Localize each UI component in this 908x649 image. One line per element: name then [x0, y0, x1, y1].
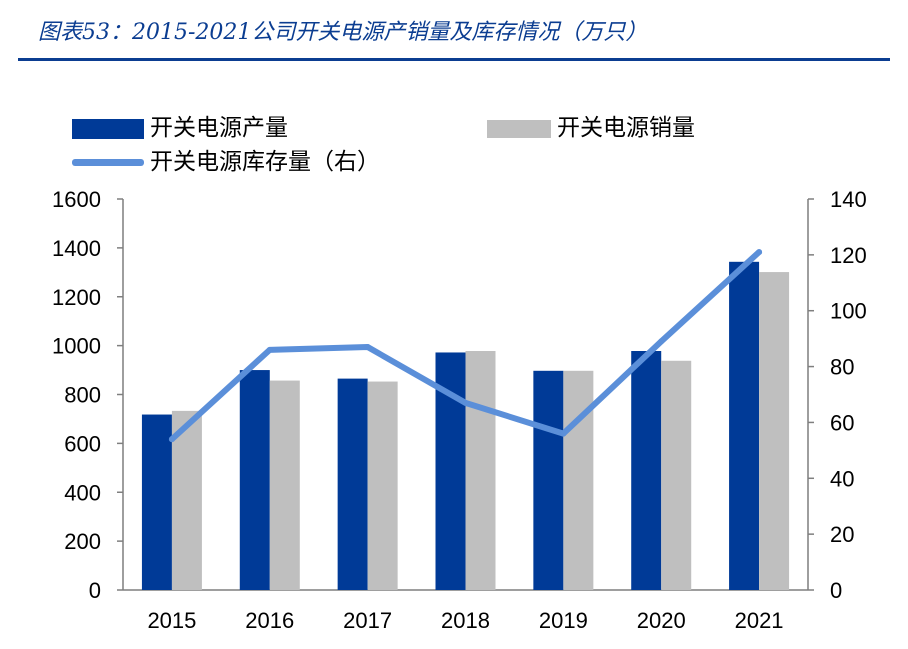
bar-sales — [465, 351, 496, 590]
x-tick-label: 2019 — [539, 608, 588, 633]
legend-production: 开关电源产量 — [72, 108, 288, 142]
legend-inventory: 开关电源库存量（右） — [72, 142, 380, 176]
x-tick-label: 2015 — [147, 608, 196, 633]
inventory-point — [658, 338, 665, 345]
y-left-tick-label: 600 — [64, 431, 101, 456]
inventory-point — [364, 344, 371, 351]
legend-swatch-production — [72, 118, 144, 139]
y-left-tick-label: 1000 — [52, 334, 101, 359]
bar-production — [533, 370, 564, 590]
inventory-point — [266, 346, 273, 353]
y-left-tick-label: 1200 — [52, 285, 101, 310]
legend-sales: 开关电源销量 — [487, 108, 695, 142]
legend-label-sales: 开关电源销量 — [557, 115, 695, 141]
x-tick-label: 2016 — [245, 608, 294, 633]
y-right-tick-label: 120 — [830, 243, 867, 268]
x-tick-label: 2020 — [637, 608, 686, 633]
inventory-point — [462, 399, 469, 406]
y-left-tick-label: 200 — [64, 529, 101, 554]
y-right-tick-label: 20 — [830, 522, 854, 547]
legend-label-inventory: 开关电源库存量（右） — [150, 149, 380, 175]
y-left-tick-label: 1600 — [52, 187, 101, 212]
y-left-tick-label: 1400 — [52, 236, 101, 261]
y-left-tick-label: 800 — [64, 383, 101, 408]
bar-production — [631, 351, 662, 590]
y-right-tick-label: 80 — [830, 355, 854, 380]
legend-swatch-inventory — [72, 159, 144, 166]
x-tick-label: 2017 — [343, 608, 392, 633]
bar-production — [729, 261, 760, 590]
chart-title: 图表53：2015-2021公司开关电源产销量及库存情况（万只） — [38, 20, 648, 45]
legend-label-production: 开关电源产量 — [150, 115, 288, 141]
bar-sales — [171, 410, 202, 590]
bar-production — [141, 414, 172, 590]
y-left-tick-label: 400 — [64, 480, 101, 505]
bar-sales — [367, 381, 398, 590]
y-right-tick-label: 100 — [830, 299, 867, 324]
inventory-point — [560, 430, 567, 437]
bar-sales — [563, 370, 594, 590]
y-right-tick-label: 140 — [830, 187, 867, 212]
y-left-tick-label: 0 — [89, 578, 101, 603]
legend-swatch-sales — [487, 119, 551, 138]
x-tick-label: 2021 — [735, 608, 784, 633]
bar-sales — [269, 380, 300, 590]
inventory-point — [168, 436, 175, 443]
title-bar: 图表53：2015-2021公司开关电源产销量及库存情况（万只） — [18, 8, 890, 61]
bar-production — [239, 370, 270, 590]
bar-sales — [661, 360, 692, 590]
bar-production — [337, 378, 368, 590]
y-right-tick-label: 60 — [830, 410, 854, 435]
x-tick-label: 2018 — [441, 608, 490, 633]
bar-sales — [759, 272, 790, 590]
y-right-tick-label: 40 — [830, 466, 854, 491]
y-right-tick-label: 0 — [830, 578, 842, 603]
inventory-point — [756, 249, 763, 256]
